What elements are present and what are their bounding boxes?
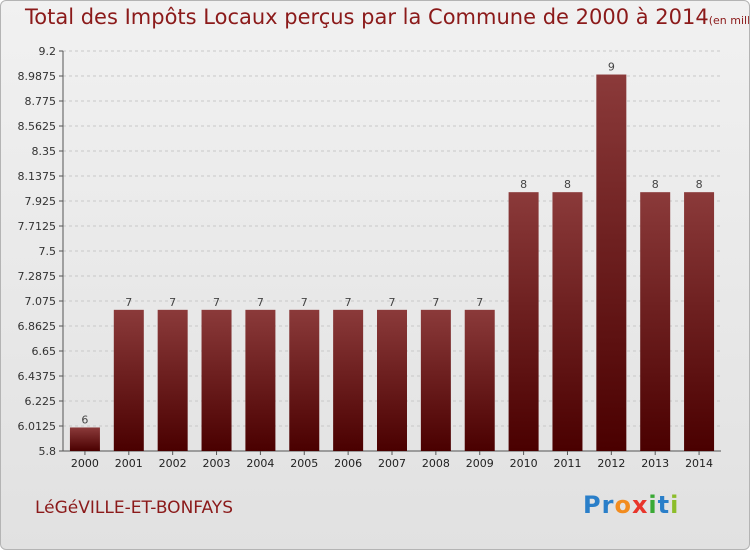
- axes: 5.8 6.0125 6.225 6.4375 6.65 6.8625 7.075 7.287…: [18, 45, 721, 470]
- data-label: 7: [125, 296, 132, 309]
- bars: [69, 74, 715, 452]
- x-tick-label: 2013: [641, 457, 669, 470]
- data-label: 7: [476, 296, 483, 309]
- y-tick-label: 6.65: [32, 345, 57, 358]
- y-tick-label: 8.775: [25, 95, 57, 108]
- bar-2007: [377, 309, 407, 451]
- x-tick-label: 2005: [290, 457, 318, 470]
- x-tick-label: 2010: [510, 457, 538, 470]
- chart-subtitle: (en milliers d'€): [708, 14, 750, 27]
- x-tick-label: 2004: [246, 457, 274, 470]
- data-label: 7: [432, 296, 439, 309]
- y-tick-label: 8.5625: [18, 120, 57, 133]
- x-tick-label: 2011: [553, 457, 581, 470]
- data-label: 7: [389, 296, 396, 309]
- y-tick-label: 7.5: [39, 245, 57, 258]
- x-tick-label: 2009: [466, 457, 494, 470]
- commune-name: LéGéVILLE-ET-BONFAYS: [35, 498, 233, 518]
- bar-2006: [333, 309, 364, 451]
- data-label: 7: [213, 296, 220, 309]
- bar-2000: [69, 427, 100, 451]
- bar-2011: [552, 192, 583, 452]
- bar-2003: [201, 309, 232, 451]
- y-tick-label: 8.1375: [18, 170, 57, 183]
- bar-2014: [684, 192, 715, 452]
- data-label: 7: [301, 296, 308, 309]
- bar-2004: [245, 309, 276, 451]
- data-label: 8: [564, 178, 571, 191]
- x-tick-label: 2006: [334, 457, 362, 470]
- bar-2005: [289, 309, 320, 451]
- logo-letter: P: [583, 491, 602, 519]
- y-tick-label: 5.8: [39, 445, 57, 458]
- chart-title: Total des Impôts Locaux perçus par la Co…: [25, 5, 709, 29]
- bar-2002: [157, 309, 188, 451]
- data-label: 8: [696, 178, 703, 191]
- x-tick-label: 2003: [203, 457, 231, 470]
- y-tick-label: 7.2875: [18, 270, 57, 283]
- logo-letter: r: [601, 491, 615, 519]
- y-tick-label: 7.925: [25, 195, 57, 208]
- logo-letter: i: [670, 491, 680, 519]
- bar-2013: [640, 192, 671, 452]
- y-tick-label: 8.35: [32, 145, 57, 158]
- title-line: Total des Impôts Locaux perçus par la Co…: [25, 5, 750, 29]
- x-tick-label: 2002: [159, 457, 187, 470]
- y-tick-label: 7.7125: [18, 220, 57, 233]
- logo-letter: t: [657, 491, 671, 519]
- y-tick-label: 6.4375: [18, 370, 57, 383]
- x-tick-label: 2000: [71, 457, 99, 470]
- y-tick-label: 6.0125: [18, 420, 57, 433]
- bar-2012: [596, 74, 627, 451]
- x-tick-label: 2014: [685, 457, 713, 470]
- y-tick-label: 6.8625: [18, 320, 57, 333]
- bar-2001: [113, 309, 144, 451]
- logo-letter: x: [631, 491, 649, 519]
- logo-letter: o: [614, 491, 632, 519]
- bar-2010: [508, 192, 539, 452]
- logo-letter: i: [648, 491, 658, 519]
- data-label: 7: [345, 296, 352, 309]
- y-tick-label: 7.075: [25, 295, 57, 308]
- y-tick-label: 6.225: [25, 395, 57, 408]
- data-label: 7: [257, 296, 264, 309]
- y-tick-label: 9.2: [39, 45, 57, 58]
- x-tick-label: 2001: [115, 457, 143, 470]
- data-label: 8: [520, 178, 527, 191]
- bar-2008: [420, 309, 451, 451]
- data-label: 6: [81, 413, 88, 426]
- data-label: 7: [169, 296, 176, 309]
- x-tick-label: 2008: [422, 457, 450, 470]
- x-tick-label: 2007: [378, 457, 406, 470]
- y-tick-label: 8.9875: [18, 70, 57, 83]
- bar-2009: [464, 309, 495, 451]
- x-tick-label: 2012: [597, 457, 625, 470]
- data-label: 8: [652, 178, 659, 191]
- proxiti-logo[interactable]: Proxiti: [583, 491, 679, 519]
- labels: 6 7 7 7 7 7 7 7 7 7 8 8 9 8 8: [81, 61, 702, 427]
- data-label: 9: [608, 61, 615, 74]
